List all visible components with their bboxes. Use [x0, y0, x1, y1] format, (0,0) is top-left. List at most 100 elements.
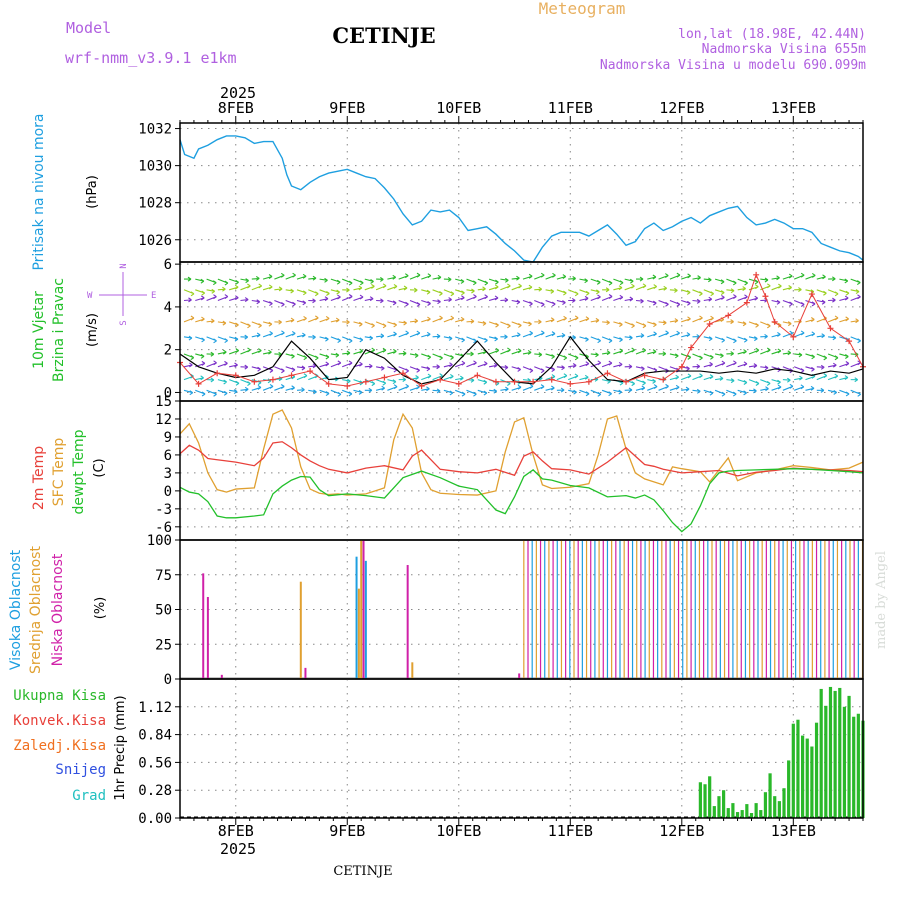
wind-arrow: [793, 299, 805, 307]
wind-arrow: [285, 366, 296, 373]
precip-bar: [708, 776, 712, 818]
ytick-label-w-0: 0: [164, 385, 172, 401]
wind-arrow: [681, 273, 691, 280]
wind-arrow: [477, 278, 489, 286]
wind-arrow: [715, 375, 724, 381]
wind-arrow: [285, 272, 296, 280]
wind-arrow: [839, 361, 850, 368]
wind-arrow: [692, 353, 703, 361]
wind-arrow: [421, 316, 431, 323]
gust-marker: [437, 376, 444, 383]
wind-arrow: [296, 299, 307, 306]
temp-ylabel-2: SFC Temp: [51, 438, 67, 507]
precip-bar: [740, 810, 744, 818]
wind-arrow: [748, 321, 759, 328]
wind-arrow: [545, 353, 555, 360]
wind-arrow: [409, 330, 421, 338]
wind-arrow: [195, 389, 206, 397]
wind-arrow: [488, 295, 499, 302]
legend-convective-rain: Konvek.Kisa: [13, 713, 106, 729]
wind-arrow: [534, 352, 543, 358]
wind-arrow: [647, 299, 657, 306]
bottom-axis-day-label-2: 10FEB: [436, 822, 481, 840]
wind-arrow: [669, 353, 679, 359]
wind-arrow: [556, 274, 567, 280]
wind-arrow: [466, 351, 474, 357]
wind-arrow: [647, 349, 657, 355]
precip-bar: [824, 705, 828, 818]
precip-bar: [796, 719, 800, 818]
temp-unit: (C): [92, 458, 107, 477]
wind-arrow: [556, 365, 565, 371]
gust-marker: [251, 378, 258, 385]
wind-arrow: [647, 378, 656, 384]
wind-arrow: [794, 375, 803, 381]
wind-arrow: [511, 283, 522, 291]
wind-arrow: [601, 360, 613, 368]
model-altitude-text: Nadmorska Visina u modelu 690.099m: [600, 58, 866, 73]
wind-arrow: [545, 299, 556, 307]
cloud-panel: 0 25 50 75 100 Visoka Oblacnost Srednja Obla…: [8, 533, 864, 688]
wind-arrow: [421, 386, 430, 392]
wind-arrow: [601, 389, 612, 397]
cloud-bar-low: [202, 573, 205, 679]
bottom-axis-day-label-0: 8FEB: [218, 822, 254, 840]
wind-arrow: [624, 278, 634, 284]
wind-arrow: [850, 389, 861, 397]
wind-arrow: [782, 383, 794, 391]
wind-arrow: [330, 389, 342, 397]
wind-arrow: [681, 353, 692, 360]
wind-arrow: [613, 348, 624, 355]
wind-arrow: [748, 379, 760, 386]
cloud-bar-low: [518, 673, 521, 679]
wind-arrow: [624, 347, 635, 355]
wind-arrow: [703, 389, 714, 396]
wind-arrow: [375, 347, 387, 355]
wind-arrow: [714, 289, 725, 296]
top-axis-day-label-2: 10FEB: [436, 99, 481, 117]
gust-marker: [827, 325, 834, 332]
wind-arrow: [839, 353, 849, 359]
legend-snow: Snijeg: [55, 762, 106, 778]
wind-arrow: [794, 287, 802, 292]
wind-arrow: [522, 321, 532, 327]
wind-arrow: [669, 299, 681, 307]
wind-arrow: [534, 272, 545, 280]
wind-arrow: [466, 336, 477, 344]
wind-arrow: [443, 389, 454, 396]
wind-arrow: [206, 389, 217, 397]
wind-arrow: [782, 350, 792, 356]
precip-bar: [856, 713, 860, 818]
wind-arrow: [387, 331, 397, 338]
precip-bar: [773, 796, 777, 818]
wind-arrow: [229, 321, 239, 328]
gust-marker: [455, 380, 462, 387]
wind-arrow: [184, 276, 192, 282]
precip-bar: [833, 690, 837, 818]
wind-arrow: [206, 294, 217, 302]
wind-arrow: [364, 278, 374, 284]
precip-bar: [838, 687, 842, 818]
wind-arrow: [805, 317, 815, 323]
wind-arrow: [828, 276, 836, 282]
wind-panel: 0 2 4 6 10m Vjetar Brzina i Pravac (m/s) W …: [31, 257, 866, 402]
gust-marker: [232, 372, 239, 379]
wind-arrow: [579, 289, 590, 296]
model-name: wrf-nmm_v3.9.1 e1km: [65, 49, 237, 67]
wind-arrow: [195, 353, 205, 359]
wind-arrow: [183, 353, 195, 361]
wind-arrow: [805, 366, 815, 372]
wind-arrow: [330, 360, 342, 368]
wind-arrow: [251, 348, 262, 355]
wind-arrow: [545, 374, 556, 381]
top-axis-day-label-1: 9FEB: [329, 99, 365, 117]
wind-arrow: [647, 384, 658, 391]
wind-arrow: [534, 319, 542, 325]
gust-marker: [307, 368, 314, 375]
wind-arrow: [556, 353, 568, 361]
wind-arrow: [568, 373, 579, 381]
wind-arrow: [567, 315, 579, 323]
wind-arrow: [308, 363, 317, 369]
wind-arrow: [432, 388, 441, 394]
wind-arrow: [206, 318, 215, 324]
